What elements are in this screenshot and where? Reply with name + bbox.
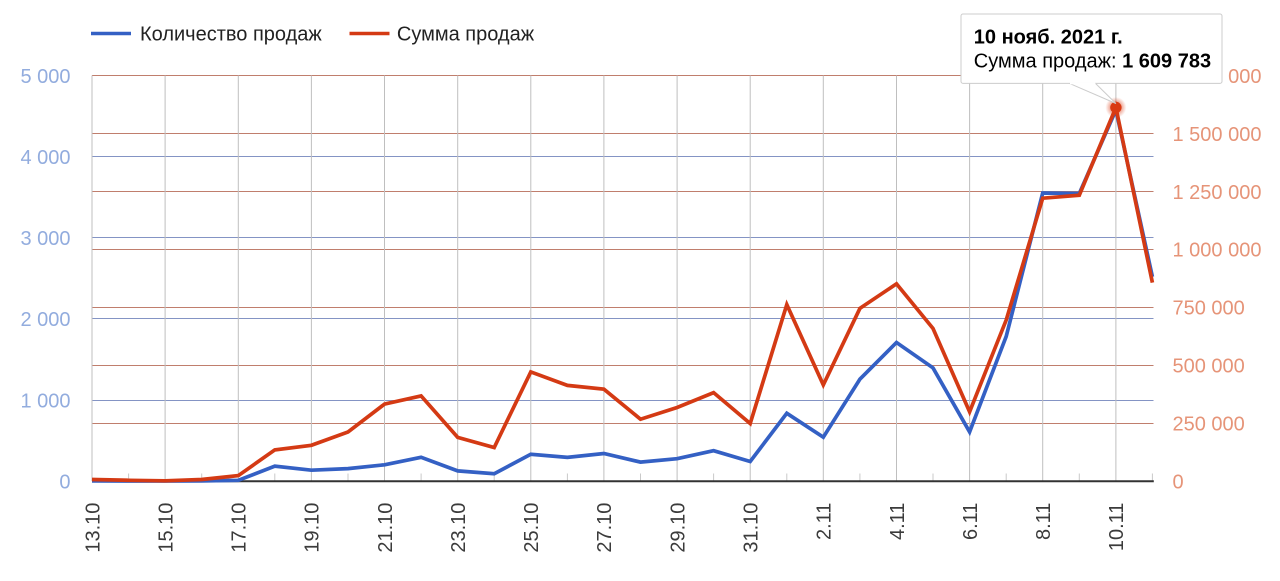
svg-text:31.10: 31.10	[741, 503, 763, 553]
svg-text:2.11: 2.11	[814, 503, 836, 540]
svg-text:4.11: 4.11	[887, 503, 909, 540]
svg-text:4 000: 4 000	[20, 147, 70, 169]
svg-text:27.10: 27.10	[594, 503, 616, 553]
svg-text:1 000 000: 1 000 000	[1173, 240, 1262, 262]
svg-text:29.10: 29.10	[667, 503, 689, 553]
svg-text:1 250 000: 1 250 000	[1173, 182, 1262, 204]
svg-text:2 000: 2 000	[20, 309, 70, 331]
svg-text:0: 0	[1173, 472, 1184, 494]
svg-text:Сумма продаж: Сумма продаж	[397, 23, 535, 45]
svg-text:19.10: 19.10	[302, 503, 324, 553]
svg-text:13.10: 13.10	[82, 503, 104, 553]
svg-text:0: 0	[59, 472, 70, 494]
svg-text:6.11: 6.11	[960, 503, 982, 540]
svg-text:10 нояб. 2021 г.: 10 нояб. 2021 г.	[974, 26, 1123, 48]
svg-text:250 000: 250 000	[1173, 414, 1245, 436]
svg-text:5 000: 5 000	[20, 66, 70, 88]
svg-text:3 000: 3 000	[20, 228, 70, 250]
svg-text:23.10: 23.10	[448, 503, 470, 553]
svg-text:15.10: 15.10	[155, 503, 177, 553]
svg-text:Количество продаж: Количество продаж	[140, 23, 322, 45]
svg-text:500 000: 500 000	[1173, 356, 1245, 378]
svg-text:8.11: 8.11	[1033, 503, 1055, 540]
svg-text:25.10: 25.10	[521, 503, 543, 553]
svg-text:10.11: 10.11	[1106, 503, 1128, 552]
svg-text:17.10: 17.10	[229, 503, 251, 553]
svg-text:Сумма продаж: 1 609 783: Сумма продаж: 1 609 783	[974, 51, 1211, 73]
svg-text:1 000: 1 000	[20, 390, 70, 412]
svg-text:1 500 000: 1 500 000	[1173, 124, 1262, 146]
svg-text:21.10: 21.10	[375, 503, 397, 553]
svg-text:750 000: 750 000	[1173, 298, 1245, 320]
